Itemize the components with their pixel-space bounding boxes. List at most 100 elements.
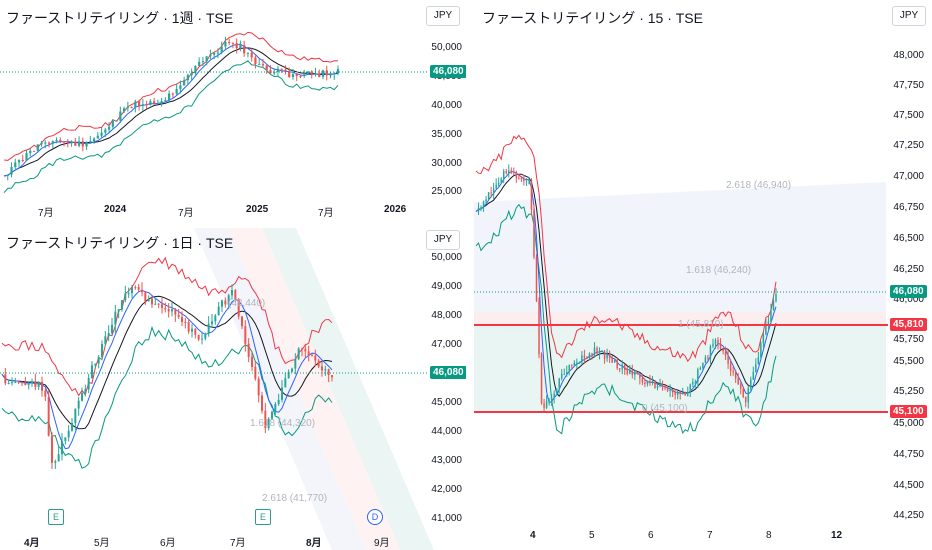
candle-body <box>244 326 247 344</box>
bollinger-lower-line <box>475 203 777 435</box>
fib-annotation: 1.618 (46,240) <box>686 265 752 276</box>
candle-body <box>287 371 290 379</box>
candle-body <box>228 42 231 44</box>
pane-divider[interactable] <box>466 0 474 550</box>
candle-body <box>214 315 217 322</box>
candle-body <box>548 399 550 401</box>
daily-y-tick: 43,000 <box>431 455 462 466</box>
candle-body <box>770 309 772 322</box>
candle-body <box>765 324 767 335</box>
candle-body <box>134 287 137 289</box>
candle-body <box>299 76 302 78</box>
candle-body <box>545 400 548 408</box>
bollinger-lower-line <box>1 325 333 469</box>
daily-x-tick: 6月 <box>160 538 176 549</box>
candle-body <box>762 334 765 344</box>
m15-x-tick: 12 <box>831 530 843 541</box>
pane-divider[interactable] <box>0 222 466 228</box>
candle-body <box>156 102 159 104</box>
daily-chart-canvas[interactable] <box>0 228 466 550</box>
candle-body <box>477 207 480 212</box>
candle-body <box>187 322 190 332</box>
m15-x-tick: 7 <box>707 530 713 541</box>
candle-body <box>591 353 593 355</box>
candle-body <box>24 383 27 386</box>
candle-body <box>127 293 130 295</box>
m15-y-tick: 44,250 <box>893 510 924 521</box>
candle-body <box>671 389 674 393</box>
candle-body <box>126 107 129 109</box>
candle-body <box>611 357 613 363</box>
candle-body <box>513 172 515 174</box>
candle-body <box>676 391 679 395</box>
weekly-currency-button[interactable]: JPY <box>426 6 460 26</box>
candle-body <box>573 362 576 366</box>
fib-annotation: 1 (45,810) <box>678 319 724 330</box>
candle-body <box>57 454 60 462</box>
candle-body <box>175 88 178 94</box>
m15-y-tick: 45,250 <box>893 386 924 397</box>
m15-y-tick: 47,000 <box>893 171 924 182</box>
daily-x-tick: 5月 <box>94 538 110 549</box>
m15-y-tick: 47,500 <box>893 110 924 121</box>
candle-body <box>164 307 167 310</box>
candle-body <box>77 400 80 409</box>
candle-body <box>533 209 535 257</box>
candle-body <box>62 141 66 143</box>
weekly-y-tick: 35,000 <box>431 129 462 140</box>
m15-y-tick: 46,750 <box>893 202 924 213</box>
candle-body <box>201 61 205 63</box>
candle-body <box>563 373 565 375</box>
candle-body <box>744 396 747 403</box>
candle-body <box>518 178 520 180</box>
m15-chart-title: ファーストリテイリング · 15 · TSE <box>482 10 703 26</box>
earnings-marker[interactable]: E <box>48 509 64 525</box>
candle-body <box>31 381 33 384</box>
candle-body <box>51 435 53 463</box>
candle-body <box>644 382 646 385</box>
candle-body <box>29 150 32 154</box>
candle-body <box>739 384 742 389</box>
m15-currency-button[interactable]: JPY <box>892 6 926 26</box>
candle-body <box>7 382 10 384</box>
dividend-marker[interactable]: D <box>367 509 383 525</box>
candle-body <box>291 74 295 77</box>
candle-body <box>629 370 631 375</box>
candle-body <box>530 179 533 210</box>
candle-body <box>598 351 601 354</box>
weekly-chart-canvas[interactable] <box>0 0 466 222</box>
candle-body <box>167 309 170 312</box>
candle-body <box>115 120 118 122</box>
m15-y-tick: 45,750 <box>893 334 924 345</box>
candle-body <box>719 343 722 350</box>
candle-body <box>681 392 684 394</box>
candle-body <box>649 380 651 383</box>
candle-body <box>157 303 160 305</box>
daily-currency-button[interactable]: JPY <box>426 230 460 250</box>
candle-body <box>646 380 649 385</box>
weekly-chart-pane[interactable]: ファーストリテイリング · 1週 · TSE JPY 50,000 45,000… <box>0 0 466 222</box>
candle-body <box>734 372 737 379</box>
candle-body <box>583 355 586 358</box>
candle-body <box>154 303 157 305</box>
m15-chart-canvas[interactable] <box>474 0 932 550</box>
m15-level-high-tag: 45,810 <box>890 318 927 331</box>
candle-body <box>304 349 307 352</box>
candle-body <box>314 73 317 75</box>
candle-body <box>291 368 293 372</box>
candle-body <box>281 387 283 400</box>
fib-channel-band <box>228 228 400 550</box>
daily-chart-pane[interactable]: ファーストリテイリング · 1日 · TSE JPY 50,000 49,000… <box>0 228 466 550</box>
candle-body <box>697 369 699 382</box>
candle-body <box>161 304 163 308</box>
candle-body <box>89 141 92 143</box>
candle-body <box>772 301 775 310</box>
candle-body <box>623 364 626 371</box>
candle-body <box>207 323 210 334</box>
candle-body <box>641 378 644 383</box>
candle-body <box>21 382 23 384</box>
candle-body <box>47 396 50 436</box>
m15-chart-pane[interactable]: ファーストリテイリング · 15 · TSE JPY 48,000 47,750… <box>474 0 932 550</box>
earnings-marker[interactable]: E <box>255 509 271 525</box>
candle-body <box>81 141 84 147</box>
